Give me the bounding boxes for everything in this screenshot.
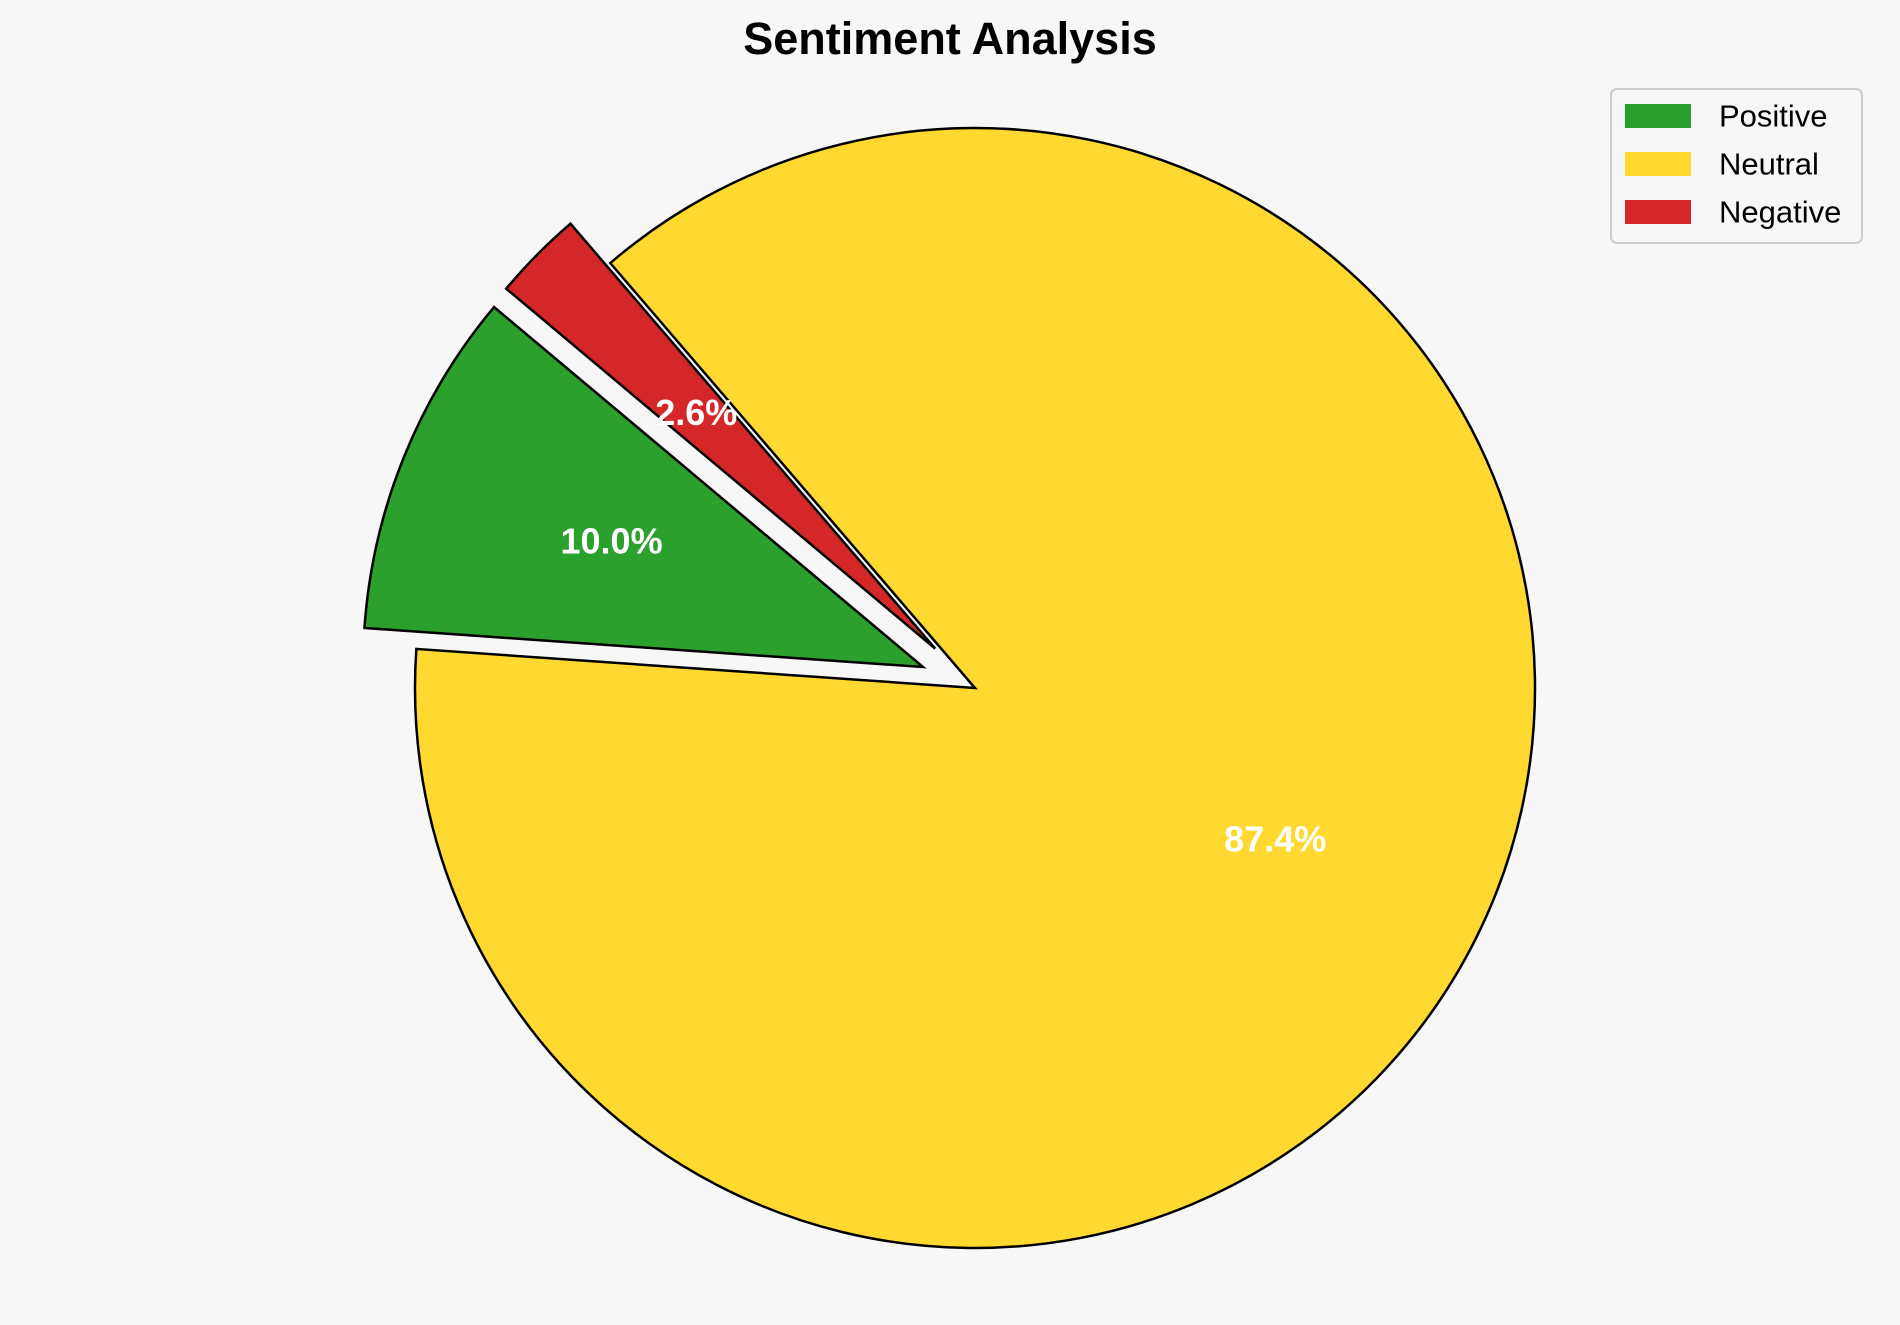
- pie-slice-positive: [363, 305, 927, 669]
- legend-label-neutral: Neutral: [1719, 147, 1819, 182]
- chart-title: Sentiment Analysis: [743, 13, 1156, 64]
- legend-swatch-negative: [1625, 200, 1691, 224]
- slice-label-neutral: 87.4%: [1224, 818, 1326, 859]
- legend-swatch-positive: [1625, 104, 1691, 128]
- pie-slices: [363, 126, 1537, 1250]
- legend: Positive Neutral Negative: [1610, 88, 1863, 244]
- slice-label-negative: 2.6%: [655, 392, 737, 433]
- slice-label-positive: 10.0%: [561, 521, 663, 562]
- pie-slice-negative: [504, 221, 937, 650]
- legend-items: Positive Neutral Negative: [1625, 99, 1841, 230]
- legend-swatch-neutral: [1625, 152, 1691, 176]
- legend-label-negative: Negative: [1719, 195, 1841, 230]
- legend-label-positive: Positive: [1719, 99, 1828, 134]
- slice-labels: 10.0% 87.4% 2.6%: [561, 392, 1327, 859]
- pie-slice-neutral: [413, 126, 1537, 1250]
